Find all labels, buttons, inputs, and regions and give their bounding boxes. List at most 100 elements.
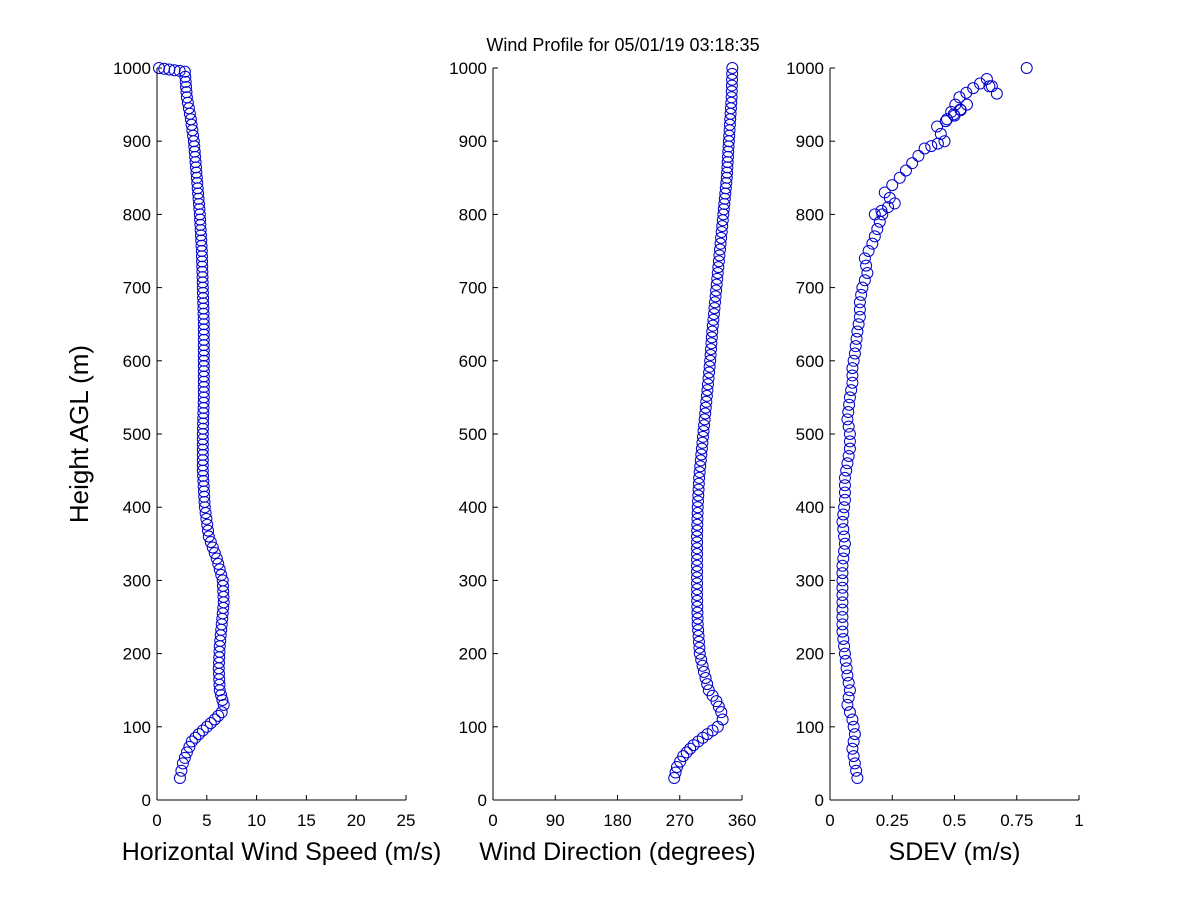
- data-point: [197, 480, 210, 493]
- data-point: [213, 563, 226, 576]
- data-point: [192, 728, 205, 741]
- data-point: [841, 413, 854, 426]
- y-tick-label: 500: [123, 425, 151, 444]
- data-point: [836, 589, 849, 602]
- data-point: [196, 260, 209, 273]
- y-tick-label: 800: [123, 205, 151, 224]
- data-point: [208, 713, 221, 726]
- data-point: [691, 518, 704, 531]
- data-point: [196, 459, 209, 472]
- y-tick-label: 700: [459, 279, 487, 298]
- data-point: [195, 239, 208, 252]
- y-axis-label: Height AGL (m): [64, 345, 94, 523]
- data-point: [197, 475, 210, 488]
- data-point: [200, 720, 213, 733]
- x-tick-label: 5: [202, 811, 211, 830]
- data-point: [197, 312, 210, 325]
- y-tick-label: 900: [459, 132, 487, 151]
- x-tick-label: 90: [546, 811, 565, 830]
- data-point: [692, 624, 705, 637]
- data-point: [847, 354, 860, 367]
- data-point: [838, 471, 851, 484]
- x-tick-label: 0.75: [1000, 811, 1033, 830]
- data-point: [710, 278, 723, 291]
- data-point: [196, 428, 209, 440]
- data-point: [691, 524, 704, 537]
- data-point: [858, 252, 871, 265]
- data-point: [152, 62, 165, 74]
- y-tick-label: 100: [459, 718, 487, 737]
- y-tick-label: 1000: [449, 59, 487, 78]
- y-tick-label: 300: [796, 571, 824, 590]
- data-point: [836, 515, 849, 528]
- data-point: [677, 750, 690, 763]
- data-point: [194, 229, 207, 242]
- figure-title: Wind Profile for 05/01/19 03:18:35: [486, 35, 759, 55]
- data-point: [692, 630, 705, 643]
- data-markers: [152, 62, 230, 785]
- data-point: [196, 448, 209, 461]
- data-point: [201, 524, 214, 537]
- data-point: [842, 420, 855, 433]
- data-point: [197, 391, 210, 404]
- y-tick-label: 600: [796, 352, 824, 371]
- data-point: [201, 518, 214, 531]
- data-point: [694, 460, 707, 473]
- data-point: [855, 288, 868, 301]
- data-point: [696, 659, 709, 672]
- data-point: [842, 449, 855, 462]
- data-point: [838, 530, 851, 543]
- data-point: [983, 80, 996, 93]
- data-point: [215, 706, 228, 719]
- data-point: [925, 140, 938, 153]
- data-point: [173, 772, 186, 785]
- data-point: [175, 764, 188, 777]
- data-point: [985, 80, 998, 93]
- data-point: [699, 401, 712, 414]
- data-point: [840, 464, 853, 477]
- y-tick-label: 700: [123, 279, 151, 298]
- data-point: [196, 286, 209, 299]
- data-point: [197, 323, 210, 336]
- y-tick-label: 500: [459, 425, 487, 444]
- data-point: [990, 87, 1003, 100]
- data-point: [692, 735, 705, 748]
- data-point: [853, 296, 866, 309]
- data-point: [196, 422, 209, 435]
- data-point: [704, 348, 717, 361]
- data-point: [197, 469, 210, 482]
- x-tick-label: 0: [825, 811, 834, 830]
- data-point: [860, 259, 873, 272]
- data-point: [197, 407, 210, 420]
- chart-panel-2: 0 100 200 300 400 500 600 700 800 900 1000 0 90 180 27…: [449, 59, 756, 866]
- data-point: [848, 347, 861, 360]
- y-tick-label: 200: [796, 645, 824, 664]
- data-point: [843, 391, 856, 404]
- data-point: [838, 537, 851, 550]
- y-tick-label: 600: [459, 352, 487, 371]
- data-point: [691, 501, 704, 514]
- data-point: [843, 684, 856, 697]
- data-point: [179, 75, 192, 88]
- data-point: [836, 559, 849, 572]
- data-point: [196, 438, 209, 451]
- data-point: [707, 307, 720, 320]
- chart-panel-3: 0 100 200 300 400 500 600 700 800 900 1000 0 0.25 0.5…: [786, 59, 1084, 866]
- data-point: [843, 706, 856, 719]
- x-tick-label: 25: [397, 811, 416, 830]
- y-tick-label: 300: [123, 571, 151, 590]
- data-point: [712, 255, 725, 268]
- data-point: [697, 665, 710, 678]
- data-point: [693, 641, 706, 654]
- data-point: [197, 297, 210, 310]
- data-point: [693, 471, 706, 484]
- data-point: [871, 223, 884, 236]
- data-point: [960, 86, 973, 99]
- data-point: [176, 757, 189, 770]
- data-point: [197, 412, 210, 425]
- data-point: [692, 495, 705, 508]
- data-point: [838, 493, 851, 506]
- data-point: [196, 724, 209, 737]
- x-tick-label: 15: [297, 811, 316, 830]
